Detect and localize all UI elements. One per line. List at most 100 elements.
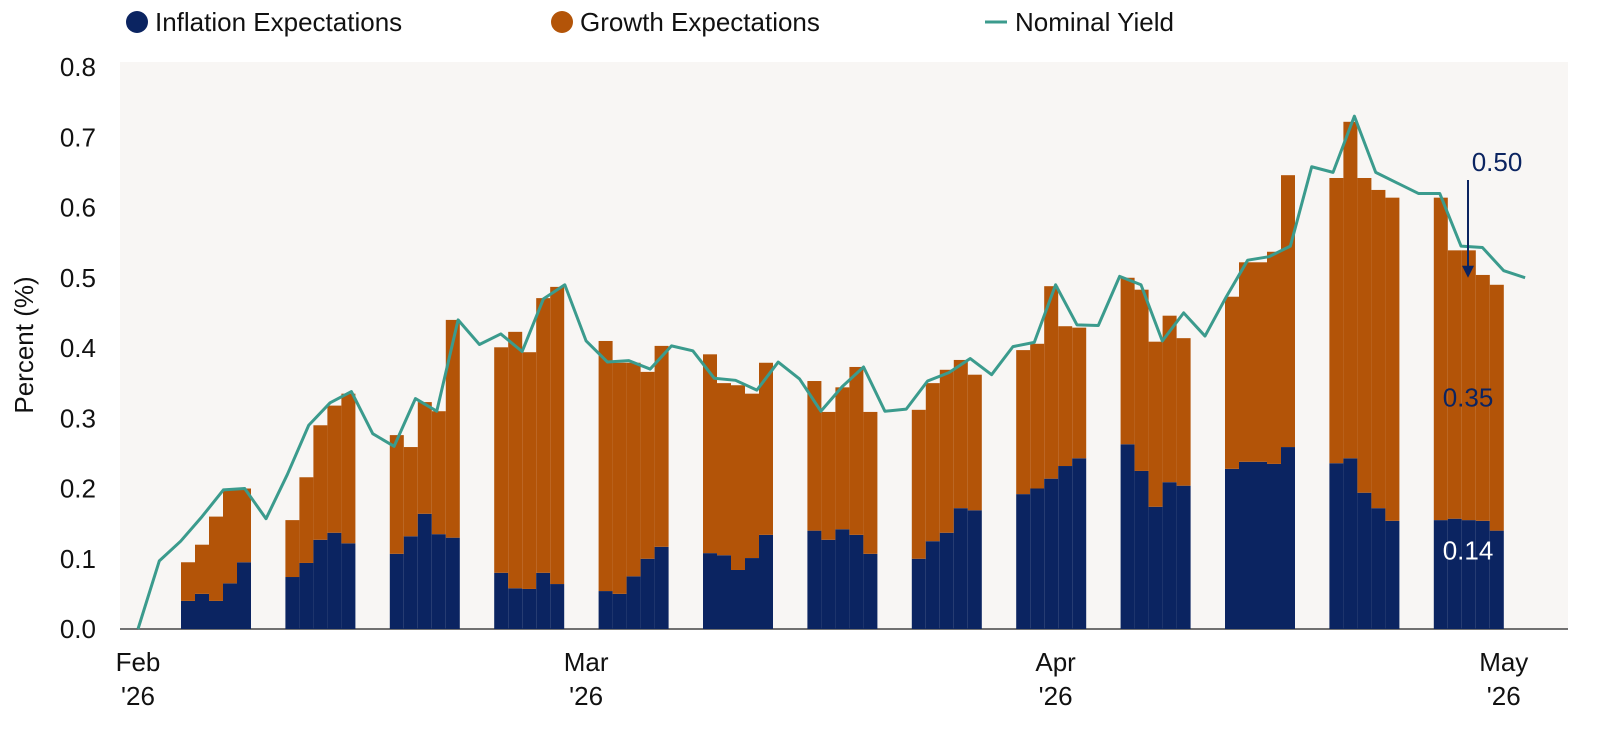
bar-segment <box>1239 262 1253 462</box>
bar-segment <box>1371 508 1386 629</box>
bar-segment <box>1281 175 1295 448</box>
legend-label: Inflation Expectations <box>155 7 402 37</box>
bar-segment <box>1030 343 1045 489</box>
bar-segment <box>209 600 223 629</box>
bar-segment <box>1385 197 1400 521</box>
bar-segment <box>522 588 537 629</box>
bar-segment <box>223 488 237 584</box>
bar-segment <box>821 411 836 540</box>
bar-segment <box>209 516 223 601</box>
bar-segment <box>494 347 509 573</box>
bar-segment <box>598 591 613 629</box>
data-label: 0.35 <box>1443 383 1494 413</box>
bar-segment <box>285 520 300 578</box>
bar-segment <box>1461 520 1476 629</box>
bar-segment <box>299 562 314 629</box>
y-tick-label: 0.1 <box>60 544 96 574</box>
legend-swatch <box>551 11 573 33</box>
bar-segment <box>654 546 669 629</box>
bar-segment <box>598 340 613 592</box>
bar-segment <box>508 588 523 629</box>
bar-segment <box>967 374 982 511</box>
bar-segment <box>731 385 745 570</box>
bar-segment <box>1072 458 1087 629</box>
bar-segment <box>1433 520 1448 629</box>
bar-segment <box>640 371 655 559</box>
bar-segment <box>1267 251 1281 464</box>
bar-segment <box>703 354 717 554</box>
y-tick-label: 0.5 <box>60 263 96 293</box>
annotation-label: 0.50 <box>1472 147 1523 177</box>
bar-segment <box>1475 274 1490 521</box>
bar-segment <box>745 393 759 559</box>
y-tick-label: 0.6 <box>60 193 96 223</box>
bar-segment <box>925 383 940 542</box>
bar-segment <box>953 359 968 509</box>
bar-segment <box>626 576 641 629</box>
bar-segment <box>1281 447 1295 629</box>
bar-segment <box>1267 463 1281 629</box>
bar-segment <box>494 572 509 629</box>
x-tick-label: May '26 <box>1479 647 1529 711</box>
bar-segment <box>550 584 565 629</box>
bar-segment <box>807 530 822 629</box>
x-tick-label: Apr '26 <box>1035 647 1076 711</box>
bar-segment <box>1385 520 1400 629</box>
x-tick-label: Mar '26 <box>563 647 609 711</box>
bar-segment <box>1072 327 1087 459</box>
bar-segment <box>1253 461 1267 629</box>
bar-segment <box>1030 488 1045 629</box>
y-tick-label: 0.3 <box>60 403 96 433</box>
bar-segment <box>237 562 251 629</box>
bar-segment <box>389 435 404 554</box>
bar-segment <box>911 409 926 559</box>
bar-segment <box>1489 284 1504 531</box>
bar-segment <box>195 593 209 629</box>
bar-segment <box>1176 485 1191 629</box>
bar-segment <box>967 510 982 629</box>
annotation-arrowhead <box>1462 265 1474 278</box>
bar-segment <box>341 543 356 629</box>
bar-segment <box>522 352 537 589</box>
bar-segment <box>612 362 627 594</box>
bar-segment <box>1058 466 1073 629</box>
bar-segment <box>863 411 878 554</box>
bar-segment <box>863 553 878 629</box>
bar-segment <box>431 411 446 535</box>
bar-segment <box>745 558 759 629</box>
bar-segment <box>1447 250 1462 519</box>
bar-segment <box>223 583 237 629</box>
legend-label: Growth Expectations <box>580 7 820 37</box>
bar-segment <box>445 319 460 538</box>
y-tick-label: 0.7 <box>60 122 96 152</box>
bar-segment <box>285 577 300 629</box>
bar-segment <box>1044 478 1059 629</box>
bar-segment <box>612 593 627 629</box>
bar-segment <box>849 534 864 629</box>
bar-segment <box>1433 197 1448 521</box>
bar-segment <box>1357 492 1372 629</box>
bar-segment <box>1225 296 1239 469</box>
line-series <box>136 114 1526 630</box>
bar-segment <box>181 600 195 629</box>
bar-segment <box>1016 494 1031 629</box>
bar-segment <box>939 369 954 533</box>
bar-segment <box>431 534 446 629</box>
bar-segment <box>759 362 773 535</box>
data-label: 0.14 <box>1443 536 1494 566</box>
bar-segment <box>626 362 641 577</box>
bar-segment <box>717 383 731 556</box>
bar-segment <box>1489 530 1504 629</box>
bar-segment <box>417 402 432 514</box>
bar-segment <box>1134 470 1149 629</box>
bar-segment <box>313 539 328 629</box>
bar-segment <box>849 366 864 535</box>
bar-segment <box>1044 286 1059 479</box>
legend-label: Nominal Yield <box>1015 7 1174 37</box>
bar-segment <box>654 345 669 547</box>
bar-segment <box>835 387 850 530</box>
bar-segment <box>1461 250 1476 521</box>
bar-segment <box>1343 121 1358 459</box>
bar-segment <box>1225 468 1239 629</box>
